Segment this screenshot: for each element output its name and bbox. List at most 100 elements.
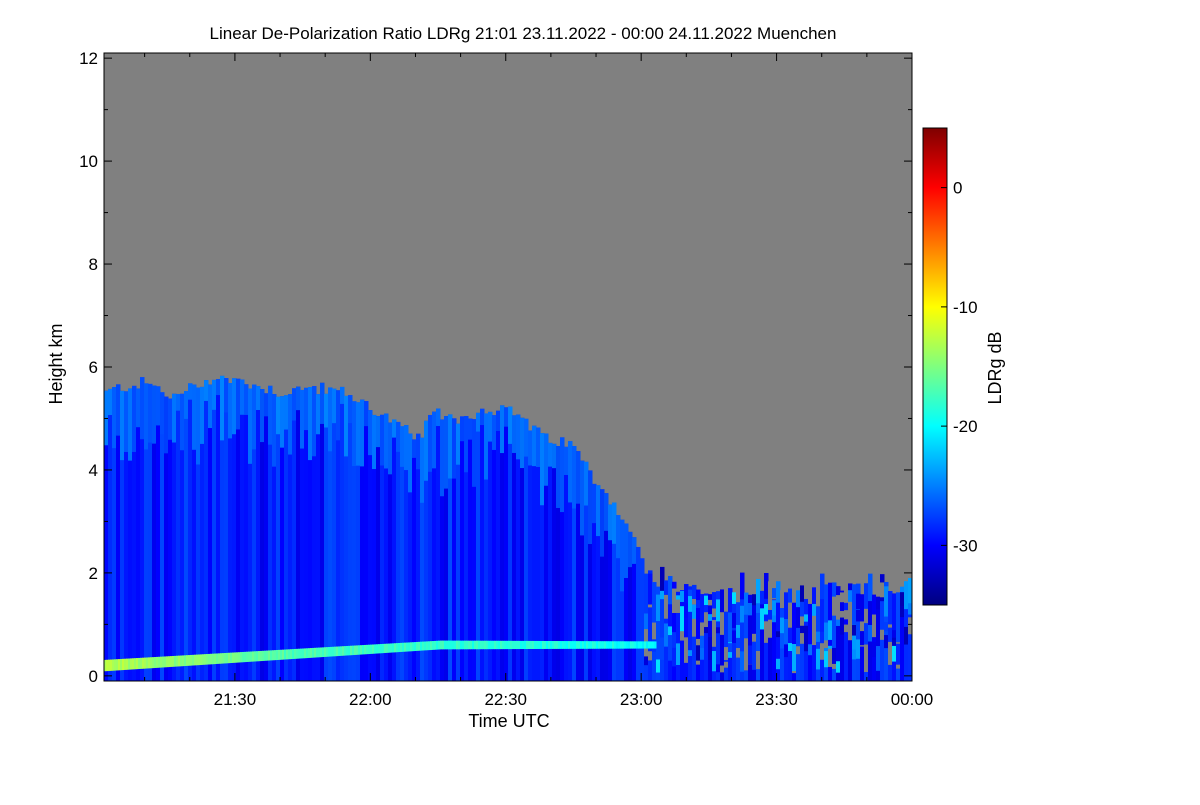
ldr-column-top — [120, 390, 125, 461]
ldr-low-cloud-cell — [660, 637, 665, 660]
ldr-column-top — [576, 451, 581, 504]
ldr-column-top — [548, 442, 553, 467]
boundary-layer-cell — [204, 654, 207, 665]
ldr-column — [556, 446, 561, 681]
ldr-column-top — [320, 382, 325, 424]
ldr-column — [232, 378, 237, 681]
boundary-layer-cell — [580, 641, 583, 649]
ldr-column-top — [604, 493, 609, 531]
boundary-layer-cell — [566, 641, 569, 649]
boundary-layer-cell — [624, 641, 627, 649]
boundary-layer-cell — [574, 641, 577, 649]
boundary-layer-cell — [646, 641, 649, 649]
boundary-layer-cell — [218, 653, 221, 664]
ldr-column — [756, 596, 761, 681]
boundary-layer-cell — [240, 652, 243, 663]
boundary-layer-cell — [648, 641, 651, 649]
colorbar-tick-label: -10 — [953, 298, 978, 317]
ldr-column — [528, 430, 533, 681]
ldr-column — [368, 410, 373, 681]
ldr-low-cloud-cell — [772, 600, 777, 622]
boundary-layer-cell — [394, 643, 397, 653]
ldr-column — [348, 395, 353, 681]
y-tick-label: 12 — [79, 49, 98, 68]
ldr-low-cloud-cell — [668, 630, 673, 661]
y-tick-label: 6 — [89, 358, 98, 377]
ldr-column-top — [308, 387, 313, 461]
ldr-column — [496, 410, 501, 681]
boundary-layer-cell — [272, 650, 275, 661]
ldr-column-top — [512, 415, 517, 453]
boundary-layer-cell — [242, 651, 245, 663]
ldr-low-cloud-cell — [884, 622, 889, 632]
ldr-column-top — [564, 446, 569, 476]
ldr-column — [276, 396, 281, 681]
ldr-low-cloud-cell — [712, 608, 717, 618]
ldr-column-top — [296, 386, 301, 411]
ldr-column-top — [192, 384, 197, 450]
boundary-layer-cell — [316, 647, 319, 658]
boundary-layer-cell — [252, 651, 255, 662]
ldr-low-cloud-cell — [740, 651, 745, 672]
ldr-column — [584, 461, 589, 681]
boundary-layer-cell — [532, 640, 535, 649]
boundary-layer-band — [104, 640, 657, 672]
ldr-column-top — [560, 437, 565, 513]
ldr-low-cloud-cell — [708, 614, 713, 621]
ldr-low-cloud-cell — [764, 621, 769, 643]
ldr-low-cloud-cell — [892, 637, 897, 646]
boundary-layer-cell — [220, 653, 223, 664]
ldr-low-cloud-cell — [856, 593, 861, 609]
boundary-layer-cell — [550, 641, 553, 649]
ldr-low-cloud-cell — [680, 606, 685, 632]
heatmap-area — [104, 53, 913, 681]
ldr-column-top — [176, 393, 181, 411]
ldr-low-cloud-cell — [880, 582, 885, 598]
boundary-layer-cell — [360, 645, 363, 655]
boundary-layer-cell — [480, 640, 483, 650]
ldr-low-cloud-cell — [672, 647, 677, 667]
boundary-layer-cell — [582, 641, 585, 649]
ldr-low-cloud-cell — [848, 590, 853, 602]
ldr-column-top — [404, 425, 409, 471]
ldr-column — [524, 418, 529, 681]
ldr-column-top — [216, 379, 221, 396]
ldr-column — [480, 408, 485, 681]
ldr-column-top — [496, 410, 501, 431]
ldr-column-top — [180, 393, 185, 451]
boundary-layer-cell — [344, 646, 347, 656]
boundary-layer-cell — [354, 645, 357, 655]
ldr-low-cloud-cell — [788, 588, 793, 610]
boundary-layer-cell — [508, 640, 511, 650]
ldr-low-cloud-cell — [660, 566, 665, 597]
ldr-column — [560, 437, 565, 681]
y-tick-label: 10 — [79, 152, 98, 171]
y-tick-label: 2 — [89, 564, 98, 583]
ldr-column-top — [232, 378, 237, 435]
ldr-column-top — [252, 384, 257, 450]
ldr-column — [468, 418, 473, 681]
ldr-low-cloud-cell — [876, 578, 881, 609]
ldr-column-top — [424, 420, 429, 481]
boundary-layer-cell — [598, 641, 601, 649]
boundary-layer-cell — [630, 641, 633, 649]
ldr-low-cloud-cell — [852, 643, 857, 660]
ldr-low-cloud-cell — [840, 592, 845, 603]
ldr-column — [588, 470, 593, 681]
ldr-low-cloud-cell — [744, 592, 749, 615]
ldr-column — [696, 589, 701, 681]
ldr-column — [308, 387, 313, 681]
ldr-column — [624, 523, 629, 681]
boundary-layer-cell — [448, 640, 451, 650]
boundary-layer-cell — [542, 640, 545, 649]
ldr-column — [360, 399, 365, 681]
boundary-layer-cell — [302, 648, 305, 659]
boundary-layer-cell — [188, 655, 191, 666]
ldr-low-cloud-cell — [876, 596, 881, 610]
boundary-layer-cell — [470, 640, 473, 650]
ldr-column-top — [412, 439, 417, 458]
ldr-low-cloud-cell — [752, 641, 757, 670]
boundary-layer-cell — [512, 640, 515, 650]
ldr-column — [632, 537, 637, 681]
boundary-layer-cell — [488, 640, 491, 650]
